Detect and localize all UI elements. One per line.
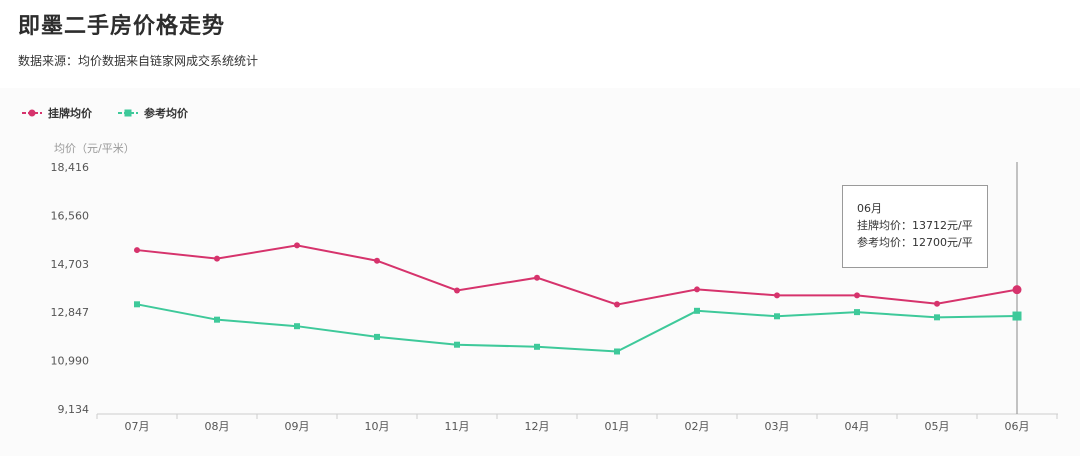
y-tick-label: 16,560	[51, 209, 90, 222]
x-tick-label: 08月	[205, 420, 230, 433]
data-point-listing	[1012, 285, 1022, 295]
x-tick-label: 01月	[605, 420, 630, 433]
legend-swatch-square-icon	[118, 109, 138, 117]
data-point-reference	[854, 309, 860, 316]
data-point-listing	[294, 242, 300, 249]
tooltip-month: 06月	[857, 202, 882, 215]
data-point-reference	[454, 341, 460, 348]
legend: 挂牌均价 参考均价	[22, 105, 214, 121]
legend-label-reference: 参考均价	[144, 107, 188, 120]
chart-subtitle: 数据来源：均价数据来自链家网成交系统统计	[18, 54, 259, 68]
data-point-listing	[134, 247, 140, 254]
legend-label-listing: 挂牌均价	[48, 107, 92, 120]
data-point-reference	[214, 316, 220, 323]
chart-panel: 均价（元/平米） 18,416 16,560 14,703 12,847 10,990 9,…	[0, 88, 1080, 456]
tooltip-reference-value: 参考均价：12700元/平	[857, 236, 973, 249]
y-tick-label: 12,847	[51, 306, 90, 319]
x-tick-label: 10月	[365, 420, 390, 433]
x-tick-label: 12月	[525, 420, 550, 433]
x-tick-label: 02月	[685, 420, 710, 433]
legend-item-listing[interactable]: 挂牌均价	[22, 105, 92, 121]
data-point-reference	[134, 301, 140, 308]
data-point-listing	[774, 292, 780, 299]
data-point-listing	[374, 257, 380, 264]
x-tick-label: 06月	[1005, 420, 1030, 433]
x-tick-label: 11月	[445, 420, 470, 433]
data-point-listing	[214, 255, 220, 262]
series-line-reference	[136, 303, 1018, 353]
x-tick-label: 07月	[125, 420, 150, 433]
x-tick-label: 03月	[765, 420, 790, 433]
legend-item-reference[interactable]: 参考均价	[118, 105, 188, 121]
tooltip-listing-value: 挂牌均价：13712元/平	[857, 219, 973, 232]
x-tick-label: 09月	[285, 420, 310, 433]
legend-swatch-circle-icon	[22, 109, 42, 117]
data-point-reference	[534, 343, 540, 350]
data-point-reference	[374, 333, 380, 340]
y-tick-label: 10,990	[51, 355, 90, 368]
data-point-listing	[534, 274, 540, 281]
y-tick-label: 14,703	[51, 258, 90, 271]
data-point-listing	[614, 301, 620, 308]
y-tick-label: 18,416	[51, 161, 90, 174]
series-line-listing	[136, 244, 1018, 306]
chart-title: 即墨二手房价格走势	[18, 14, 226, 39]
data-point-reference	[294, 323, 300, 330]
price-trend-chart: 均价（元/平米） 18,416 16,560 14,703 12,847 10,990 9,…	[51, 142, 1058, 433]
data-point-reference	[694, 307, 700, 314]
data-point-reference	[614, 348, 620, 355]
data-point-listing	[454, 287, 460, 294]
data-point-reference	[934, 314, 940, 321]
data-point-listing	[694, 286, 700, 293]
y-tick-label: 9,134	[58, 403, 90, 416]
x-tick-label: 04月	[845, 420, 870, 433]
data-point-reference	[1012, 311, 1022, 321]
data-point-listing	[854, 292, 860, 299]
x-tick-label: 05月	[925, 420, 950, 433]
data-point-listing	[934, 300, 940, 307]
y-axis-title: 均价（元/平米）	[54, 142, 135, 155]
data-tooltip: 06月 挂牌均价：13712元/平 参考均价：12700元/平	[842, 185, 988, 268]
data-point-reference	[774, 313, 780, 320]
